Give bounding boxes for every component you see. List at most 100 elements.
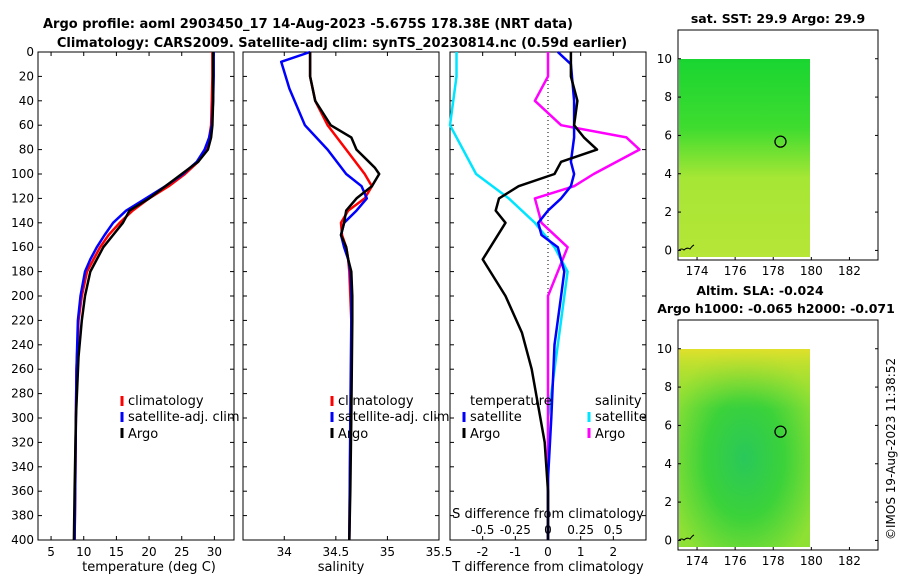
sla-map-panel: Altim. SLA: -0.024 Argo h1000: -0.065 h2…	[657, 283, 895, 568]
temperature-axes-box	[37, 51, 235, 541]
salinity-axes-box	[242, 51, 440, 541]
depth-tick-label: 360	[11, 484, 34, 498]
series-line-argo	[72, 52, 215, 541]
sla-argo-position-marker	[774, 425, 787, 438]
temperature-ticks: 5 10 15 20 25 30	[47, 52, 222, 559]
sst-coastline	[678, 244, 695, 251]
sla-map-ticks: 174 176 178 180 182 0 2 4 6 8 10	[657, 342, 878, 568]
sst-map-ticks: 174 176 178 180 182 0 2 4 6 8 10	[657, 52, 878, 278]
temperature-legend: climatology satellite-adj. clim Argo	[120, 394, 240, 442]
x-tick-label: 2	[610, 545, 618, 559]
map-y-tick-label: 8	[664, 90, 672, 104]
series-line-climatology	[308, 52, 374, 541]
x-tick-label: 30	[207, 545, 222, 559]
x-tick-label: -1	[509, 545, 521, 559]
depth-tick-label: 200	[11, 289, 34, 303]
series-line-temperature-satellite	[536, 51, 576, 540]
depth-tick-label: 140	[11, 216, 34, 230]
t-difference-ticks: -2 -1 0 1 2	[477, 52, 617, 559]
map-y-tick-label: 2	[664, 495, 672, 509]
difference-depth-ticks	[450, 51, 646, 541]
title-line-1: Argo profile: aoml 2903450_17 14-Aug-202…	[43, 17, 573, 32]
series-line-salinity-satellite	[448, 52, 569, 540]
x-tick-label: 5	[47, 545, 55, 559]
depth-tick-label: 80	[19, 143, 34, 157]
series-line-climatology	[73, 52, 214, 541]
legend-s-satellite: satellite	[595, 410, 647, 425]
depth-tick-label: 240	[11, 338, 34, 352]
depth-tick-label: 20	[19, 69, 34, 83]
x-tick-label: -2	[477, 545, 489, 559]
x-tick-label: 35	[380, 545, 395, 559]
series-line-satellite-adj-clim	[279, 50, 369, 541]
salinity-ticks: 34 34.5 35 35.5	[277, 52, 452, 559]
legend-t-argo: Argo	[470, 427, 500, 442]
x-tick-label: 1	[577, 545, 585, 559]
x-tick-label: 10	[76, 545, 91, 559]
legend-salinity-title: salinity	[595, 394, 642, 409]
map-x-tick-label: 182	[838, 554, 861, 568]
salinity-depth-ticks	[243, 51, 439, 541]
depth-tick-label: 220	[11, 313, 34, 327]
map-y-tick-label: 2	[664, 205, 672, 219]
copyright: ©IMOS 19-Aug-2023 11:38:52	[884, 358, 898, 540]
x-tick-label: 34.5	[322, 545, 349, 559]
x-tick-label: 0	[544, 545, 552, 559]
sst-argo-position-marker	[774, 135, 787, 148]
depth-tick-label: 320	[11, 435, 34, 449]
legend-argo: Argo	[128, 427, 158, 442]
temperature-axis-label: temperature (deg C)	[82, 560, 216, 575]
sst-map-panel: sat. SST: 29.9 Argo: 29.9 174 176 178 180 18…	[657, 11, 879, 278]
map-x-tick-label: 182	[838, 264, 861, 278]
sla-map-subtitle: Argo h1000: -0.065 h2000: -0.071	[657, 301, 895, 316]
map-x-tick-label: 178	[762, 264, 785, 278]
legend-t-satellite: satellite	[470, 410, 522, 425]
x-tick-label: 20	[141, 545, 156, 559]
series-line-argo	[308, 52, 381, 541]
x-tick-label: 25	[174, 545, 189, 559]
x-tick-label: 34	[277, 545, 292, 559]
depth-tick-label: 100	[11, 167, 34, 181]
legend-climatology: climatology	[338, 394, 414, 409]
temperature-panel: 0 20 40 60 80 100 120 140 160 180 200 220 240 260 280 3…	[11, 45, 240, 575]
depth-tick-label: 0	[26, 45, 34, 59]
map-y-tick-label: 8	[664, 380, 672, 394]
map-y-tick-label: 6	[664, 128, 672, 142]
x-tick-label: -0.5	[471, 523, 494, 537]
legend-satellite: satellite-adj. clim	[128, 410, 240, 425]
x-tick-label: 0.5	[604, 523, 623, 537]
title-line-2: Climatology: CARS2009. Satellite-adj cli…	[57, 36, 627, 51]
map-y-tick-label: 0	[664, 243, 672, 257]
map-x-tick-label: 176	[724, 264, 747, 278]
map-x-tick-label: 174	[686, 264, 709, 278]
sla-heatmap-high	[679, 349, 810, 409]
depth-tick-label: 380	[11, 509, 34, 523]
sst-heatmap	[679, 59, 810, 257]
salinity-axis-label: salinity	[318, 560, 365, 575]
map-y-tick-label: 10	[657, 52, 672, 66]
sla-coastline	[678, 534, 695, 541]
legend-argo: Argo	[338, 427, 368, 442]
series-line-salinity-argo	[533, 52, 641, 540]
x-tick-label: -0.25	[500, 523, 531, 537]
map-y-tick-label: 4	[664, 167, 672, 181]
map-x-tick-label: 180	[800, 264, 823, 278]
depth-tick-label: 300	[11, 411, 34, 425]
legend-satellite: satellite-adj. clim	[338, 410, 450, 425]
depth-tick-label: 60	[19, 118, 34, 132]
map-x-tick-label: 178	[762, 554, 785, 568]
map-x-tick-label: 180	[800, 554, 823, 568]
depth-tick-label: 340	[11, 460, 34, 474]
series-line-satellite-adj-clim	[73, 52, 215, 541]
map-y-tick-label: 6	[664, 418, 672, 432]
series-line-temperature-argo	[481, 52, 599, 540]
t-difference-axis-label: T difference from climatology	[451, 560, 644, 575]
depth-tick-label: 260	[11, 362, 34, 376]
difference-legend: temperature satellite Argo salinity sate…	[462, 394, 647, 442]
map-y-tick-label: 4	[664, 457, 672, 471]
depth-tick-label: 40	[19, 94, 34, 108]
legend-climatology: climatology	[128, 394, 204, 409]
legend-temperature-title: temperature	[470, 394, 552, 409]
depth-tick-label: 180	[11, 265, 34, 279]
